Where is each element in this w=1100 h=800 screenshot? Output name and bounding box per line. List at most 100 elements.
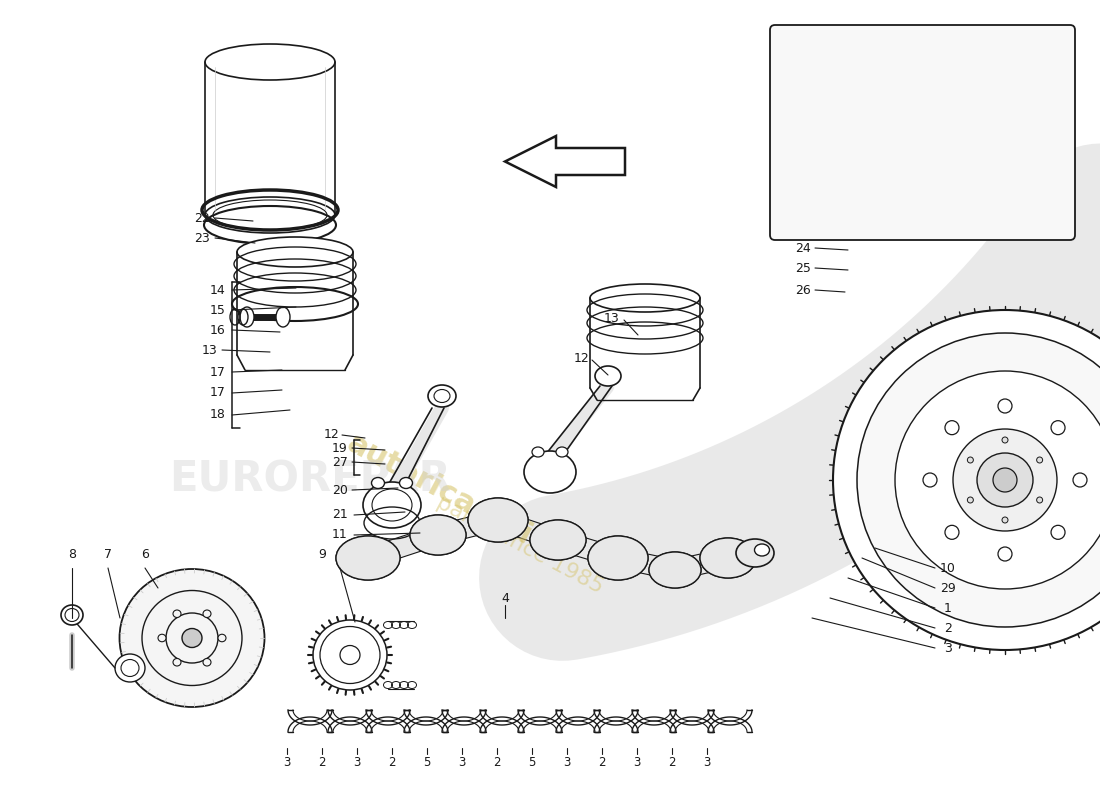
- Text: 11: 11: [332, 529, 348, 542]
- Ellipse shape: [410, 515, 466, 555]
- Ellipse shape: [998, 547, 1012, 561]
- Ellipse shape: [879, 166, 886, 174]
- Ellipse shape: [236, 237, 353, 267]
- Ellipse shape: [1050, 421, 1065, 434]
- Text: 3: 3: [284, 755, 290, 769]
- Text: 5: 5: [528, 755, 536, 769]
- Text: 29: 29: [940, 582, 956, 594]
- Ellipse shape: [204, 658, 211, 666]
- Ellipse shape: [428, 385, 456, 407]
- Text: 17: 17: [210, 366, 225, 378]
- Text: 15: 15: [210, 303, 225, 317]
- Ellipse shape: [158, 634, 166, 642]
- Polygon shape: [616, 548, 678, 580]
- Text: 6: 6: [141, 549, 149, 562]
- Ellipse shape: [530, 520, 586, 560]
- Ellipse shape: [204, 610, 211, 618]
- Text: 16: 16: [210, 323, 225, 337]
- Ellipse shape: [336, 536, 400, 580]
- Ellipse shape: [649, 552, 701, 588]
- Ellipse shape: [700, 538, 756, 578]
- Text: parts since 1985: parts since 1985: [433, 493, 607, 598]
- Ellipse shape: [173, 610, 182, 618]
- Ellipse shape: [1072, 473, 1087, 487]
- Ellipse shape: [967, 457, 974, 463]
- Ellipse shape: [556, 447, 568, 457]
- Text: 3: 3: [703, 755, 711, 769]
- Text: 1: 1: [944, 602, 952, 614]
- Ellipse shape: [880, 146, 884, 150]
- Ellipse shape: [977, 453, 1033, 507]
- Ellipse shape: [314, 620, 387, 690]
- Text: 12: 12: [324, 429, 340, 442]
- Ellipse shape: [857, 333, 1100, 627]
- Ellipse shape: [524, 451, 576, 493]
- Ellipse shape: [363, 482, 421, 528]
- Text: 13: 13: [202, 343, 218, 357]
- Ellipse shape: [595, 366, 621, 386]
- Ellipse shape: [336, 536, 400, 580]
- Text: 21: 21: [332, 509, 348, 522]
- Ellipse shape: [166, 613, 218, 663]
- Text: 17: 17: [210, 386, 225, 399]
- Ellipse shape: [1002, 517, 1008, 523]
- Ellipse shape: [855, 82, 886, 107]
- Ellipse shape: [700, 538, 756, 578]
- Ellipse shape: [895, 371, 1100, 589]
- Ellipse shape: [923, 473, 937, 487]
- Ellipse shape: [372, 478, 385, 489]
- Text: 3: 3: [459, 755, 465, 769]
- Ellipse shape: [736, 539, 774, 567]
- Text: 2: 2: [944, 622, 952, 634]
- Text: 27: 27: [332, 455, 348, 469]
- Ellipse shape: [1036, 457, 1043, 463]
- Text: 24: 24: [795, 242, 811, 254]
- Text: 2: 2: [493, 755, 500, 769]
- Ellipse shape: [320, 626, 379, 683]
- Text: 3: 3: [353, 755, 361, 769]
- Ellipse shape: [588, 536, 648, 580]
- Polygon shape: [673, 548, 730, 580]
- Ellipse shape: [530, 520, 586, 560]
- Text: 2: 2: [669, 755, 675, 769]
- Text: 2: 2: [598, 755, 606, 769]
- Ellipse shape: [993, 468, 1018, 492]
- Ellipse shape: [116, 654, 145, 682]
- Ellipse shape: [532, 447, 544, 457]
- Text: 20: 20: [332, 483, 348, 497]
- Ellipse shape: [1002, 437, 1008, 443]
- Text: autoricambi: autoricambi: [342, 429, 538, 551]
- Text: 8: 8: [68, 549, 76, 562]
- Text: 13: 13: [604, 311, 620, 325]
- Polygon shape: [365, 526, 441, 567]
- Ellipse shape: [945, 526, 959, 539]
- FancyBboxPatch shape: [770, 25, 1075, 240]
- Ellipse shape: [1036, 497, 1043, 503]
- Ellipse shape: [967, 497, 974, 503]
- Polygon shape: [556, 530, 620, 567]
- Text: 2: 2: [318, 755, 326, 769]
- Ellipse shape: [218, 634, 226, 642]
- Text: 25: 25: [795, 262, 811, 274]
- Text: 23: 23: [194, 231, 210, 245]
- Ellipse shape: [205, 197, 336, 233]
- Ellipse shape: [998, 399, 1012, 413]
- Polygon shape: [495, 510, 561, 550]
- Text: 3: 3: [634, 755, 640, 769]
- Ellipse shape: [240, 307, 254, 327]
- Ellipse shape: [468, 498, 528, 542]
- Ellipse shape: [833, 310, 1100, 650]
- Text: 26: 26: [795, 283, 811, 297]
- Polygon shape: [436, 510, 500, 545]
- Text: 12: 12: [574, 351, 590, 365]
- Ellipse shape: [590, 284, 700, 312]
- Ellipse shape: [755, 544, 770, 556]
- Ellipse shape: [276, 307, 290, 327]
- Text: 19: 19: [332, 442, 348, 454]
- Text: 10: 10: [940, 562, 956, 574]
- Text: EUROREPAR: EUROREPAR: [169, 459, 451, 501]
- Ellipse shape: [182, 629, 202, 647]
- Ellipse shape: [142, 590, 242, 686]
- Ellipse shape: [205, 44, 336, 80]
- Text: 22: 22: [194, 211, 210, 225]
